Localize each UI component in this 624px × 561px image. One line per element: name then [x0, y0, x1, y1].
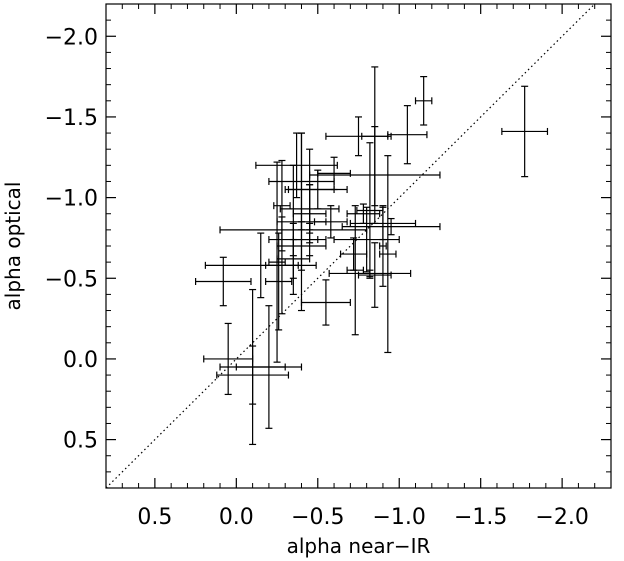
- data-point: [300, 279, 351, 326]
- y-tick-label: 0.0: [63, 348, 98, 373]
- y-axis-label: alpha optical: [1, 182, 25, 311]
- data-point: [387, 105, 428, 165]
- x-tick-label: −2.0: [535, 505, 588, 530]
- data-point: [501, 85, 549, 178]
- x-tick-label: 0.5: [137, 505, 172, 530]
- data-point: [255, 132, 338, 199]
- data-point: [341, 217, 441, 236]
- data-point: [235, 305, 303, 429]
- data-point: [346, 205, 364, 336]
- y-tick-label: −0.5: [45, 267, 98, 292]
- y-tick-label: −1.0: [45, 187, 98, 212]
- data-point: [379, 155, 397, 354]
- data-point: [313, 205, 348, 239]
- data-point: [414, 75, 433, 126]
- y-tick-label: −1.5: [45, 106, 98, 131]
- y-tick-label: 0.5: [63, 429, 98, 454]
- data-points: [194, 66, 549, 446]
- data-point: [379, 205, 387, 287]
- data-point: [317, 156, 351, 191]
- data-point: [328, 269, 412, 278]
- data-point: [357, 242, 392, 308]
- x-axis-label: alpha near−IR: [287, 534, 431, 558]
- data-point: [273, 159, 291, 252]
- y-tick-label: −2.0: [45, 25, 98, 50]
- data-point: [361, 66, 389, 207]
- x-tick-label: −0.5: [291, 505, 344, 530]
- axis-ticks: 0.5 0.0 −0.5 −1.0 −1.5 −2.0 −2.0 −1.5 −1.0 −0.5 0.…: [45, 4, 611, 530]
- x-tick-label: −1.0: [373, 505, 426, 530]
- x-tick-label: −1.5: [454, 505, 507, 530]
- x-tick-label: 0.0: [219, 505, 254, 530]
- plot-frame: [105, 3, 612, 489]
